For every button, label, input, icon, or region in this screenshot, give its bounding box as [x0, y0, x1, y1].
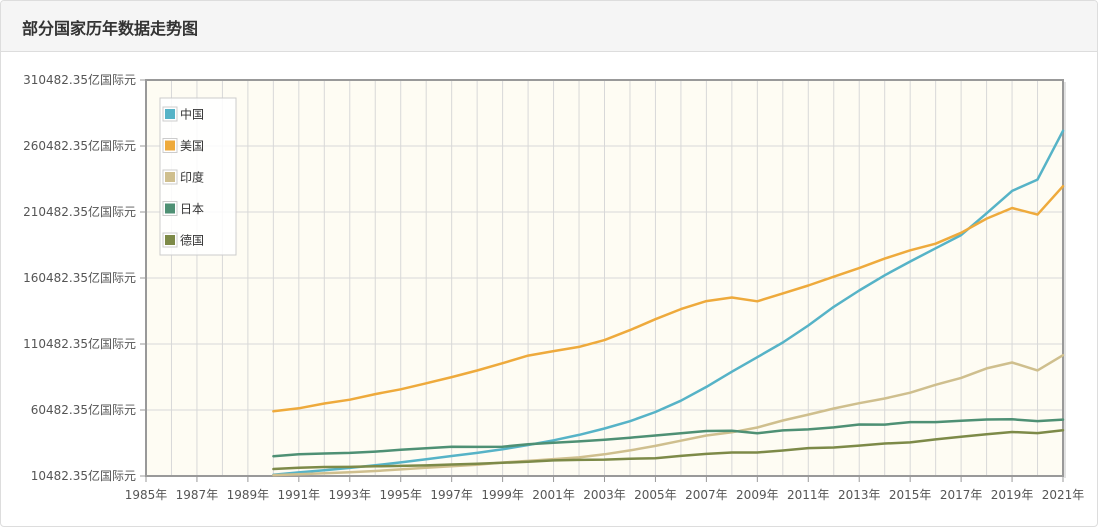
legend-label: 印度	[180, 170, 204, 185]
series-line-德国	[272, 428, 1065, 471]
x-tick-label: 2015年	[889, 488, 932, 502]
x-tick-label: 2001年	[532, 488, 575, 502]
legend-label: 美国	[180, 139, 204, 153]
x-tick-label: 1997年	[430, 488, 473, 502]
x-tick-label: 2021年	[1042, 488, 1085, 502]
y-tick-label: 60482.35亿国际元	[31, 402, 136, 417]
x-tick-label: 2011年	[787, 488, 830, 502]
x-tick-label: 1989年	[227, 488, 270, 502]
x-tick-label: 1993年	[329, 488, 372, 502]
series-line-日本	[272, 418, 1065, 458]
legend-label: 日本	[180, 202, 204, 216]
x-tick-label: 2003年	[583, 488, 626, 502]
legend-swatch	[165, 235, 175, 245]
series-line-美国	[272, 184, 1065, 413]
x-tick-label: 2019年	[991, 488, 1034, 502]
legend-swatch	[165, 203, 175, 214]
y-tick-label: 10482.35亿国际元	[31, 468, 136, 483]
x-tick-label: 2013年	[838, 488, 881, 502]
y-tick-label: 260482.35亿国际元	[23, 138, 136, 153]
legend-label: 中国	[180, 107, 204, 122]
x-tick-label: 2009年	[736, 488, 779, 502]
x-tick-label: 2007年	[685, 488, 728, 502]
x-tick-label: 2005年	[634, 488, 677, 502]
y-tick-label: 210482.35亿国际元	[23, 204, 136, 219]
legend-swatch	[165, 172, 175, 182]
series-line-中国	[272, 129, 1065, 476]
x-tick-label: 1999年	[481, 488, 524, 502]
page-title: 部分国家历年数据走势图	[22, 19, 199, 38]
legend-swatch	[165, 109, 175, 119]
x-tick-label: 2017年	[940, 488, 983, 502]
y-tick-label: 160482.35亿国际元	[23, 270, 136, 285]
y-tick-label: 110482.35亿国际元	[23, 336, 136, 351]
y-tick-label: 310482.35亿国际元	[23, 72, 136, 87]
x-tick-label: 1991年	[278, 488, 321, 502]
x-tick-label: 1985年	[125, 488, 168, 502]
legend-swatch	[165, 140, 175, 151]
x-tick-label: 1995年	[379, 488, 422, 502]
x-tick-label: 1987年	[176, 488, 219, 502]
legend-label: 德国	[180, 233, 204, 248]
panel-header: 部分国家历年数据走势图	[1, 1, 1097, 52]
series-line-印度	[272, 353, 1065, 477]
